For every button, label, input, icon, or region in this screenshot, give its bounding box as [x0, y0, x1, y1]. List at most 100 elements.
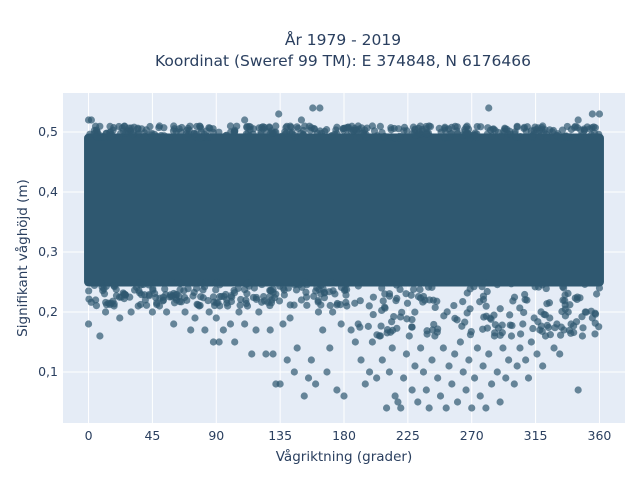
data-point: [578, 313, 586, 321]
data-point: [581, 280, 589, 288]
data-point: [96, 332, 104, 340]
data-point: [136, 279, 144, 287]
data-point: [466, 331, 475, 339]
data-point: [456, 338, 464, 346]
data-point: [448, 380, 456, 388]
data-point: [387, 124, 395, 132]
data-point: [595, 110, 604, 118]
data-point: [280, 291, 288, 299]
data-point: [591, 330, 599, 338]
data-point: [419, 368, 428, 376]
data-point: [283, 122, 291, 130]
data-point: [312, 287, 320, 295]
data-point: [513, 123, 521, 131]
data-point: [582, 308, 590, 316]
data-point: [235, 308, 243, 316]
data-point: [524, 374, 533, 382]
data-point: [227, 291, 235, 300]
data-point: [494, 324, 503, 332]
data-point: [199, 294, 207, 302]
data-point: [265, 123, 273, 132]
data-point: [241, 320, 249, 328]
data-point: [357, 356, 365, 364]
data-point: [580, 126, 589, 134]
data-point: [209, 128, 217, 137]
data-point: [468, 404, 476, 412]
data-point: [377, 322, 385, 330]
y-axis-title: Signifikant våghöjd (m): [14, 179, 31, 337]
data-point: [430, 320, 438, 329]
data-point: [343, 280, 351, 288]
data-point: [96, 122, 104, 130]
data-point: [166, 291, 175, 299]
data-point: [557, 134, 565, 142]
data-point: [361, 380, 369, 388]
chart-title-line-2: Koordinat (Sweref 99 TM): E 374848, N 61…: [155, 52, 531, 70]
x-tick-label: 180: [332, 428, 356, 443]
data-point: [562, 133, 570, 142]
data-point: [385, 368, 394, 376]
data-point: [537, 308, 545, 316]
data-point: [115, 122, 123, 131]
data-point: [266, 326, 274, 334]
data-point: [310, 125, 318, 133]
data-point: [302, 293, 311, 301]
data-point: [445, 362, 453, 370]
data-point: [205, 308, 213, 316]
data-point: [290, 301, 298, 309]
data-point: [356, 297, 364, 305]
data-point: [565, 326, 574, 334]
data-point: [496, 305, 504, 313]
dense-data-band: [84, 133, 604, 287]
data-point: [279, 320, 287, 328]
chart-title-line-1: År 1979 - 2019: [285, 30, 401, 49]
x-axis-ticks: 0 45 90 135 180 225 270 315 360: [85, 428, 612, 443]
data-point: [317, 301, 325, 309]
data-point: [326, 301, 334, 310]
data-point: [226, 320, 235, 328]
data-point: [441, 124, 449, 132]
x-tick-label: 270: [460, 428, 484, 443]
data-point: [482, 404, 490, 412]
data-point: [365, 302, 373, 310]
data-point: [231, 338, 239, 346]
data-point: [485, 350, 493, 358]
y-tick-label: 0,5: [38, 124, 58, 139]
data-point: [443, 308, 451, 316]
data-point: [392, 297, 400, 305]
data-point: [175, 297, 184, 306]
data-point: [337, 320, 345, 328]
data-point: [212, 286, 220, 294]
data-point: [332, 126, 340, 134]
data-point: [383, 326, 392, 334]
x-axis-title: Vågriktning (grader): [276, 448, 413, 465]
data-point: [494, 128, 503, 137]
data-point: [283, 356, 291, 364]
data-point: [510, 293, 519, 301]
data-point: [342, 291, 350, 299]
data-point: [506, 127, 514, 135]
data-point: [192, 284, 201, 292]
data-point: [236, 301, 244, 309]
data-point: [168, 278, 176, 286]
data-point: [414, 398, 422, 406]
data-point: [182, 133, 190, 141]
data-point: [196, 122, 204, 130]
data-point: [156, 294, 164, 302]
data-point: [442, 404, 450, 412]
data-point: [385, 290, 394, 298]
data-point: [520, 123, 528, 131]
data-point: [595, 284, 604, 292]
data-point: [282, 129, 290, 137]
data-point: [342, 298, 350, 307]
data-point: [488, 132, 496, 140]
data-point: [561, 297, 569, 305]
data-point: [417, 344, 425, 352]
data-point: [316, 104, 324, 112]
data-point: [510, 380, 518, 388]
data-point: [588, 124, 596, 132]
data-point: [170, 320, 178, 328]
data-point: [151, 278, 160, 287]
data-point: [573, 295, 581, 304]
data-point: [120, 295, 128, 303]
